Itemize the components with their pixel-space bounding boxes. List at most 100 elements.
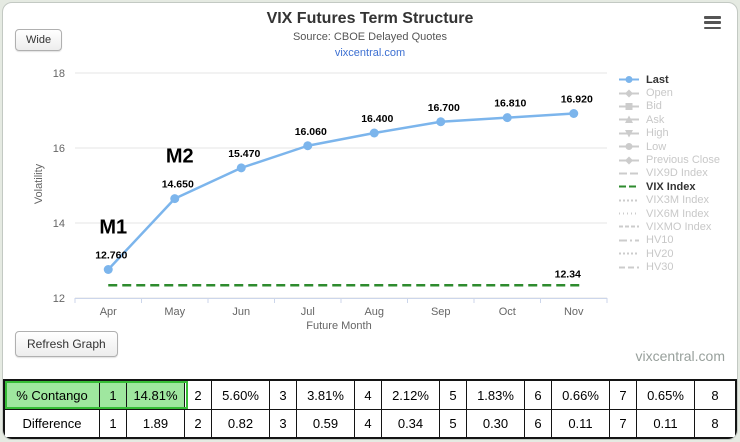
- legend-item-bid[interactable]: Bid: [619, 100, 737, 113]
- legend-label: HV10: [646, 234, 674, 247]
- vixmo-index-series-icon: [619, 225, 639, 228]
- table-cell: 8: [695, 410, 735, 437]
- data-point-oct[interactable]: [502, 113, 512, 123]
- chart-title: VIX Futures Term Structure: [266, 10, 474, 27]
- legend-label: VIXMO Index: [646, 220, 712, 233]
- y-tick-label: 12: [53, 293, 65, 305]
- table-row-label: Difference: [5, 410, 100, 437]
- legend-item-vix-index[interactable]: VIX Index: [619, 180, 737, 193]
- table-cell: 8: [695, 381, 735, 409]
- legend-label: VIX6M Index: [646, 207, 709, 220]
- data-point-may[interactable]: [170, 194, 180, 204]
- table-row-contango: % Contango 1 14.81% 2 5.60% 3 3.81% 4 2.12% 5 1.83…: [5, 381, 735, 409]
- table-cell: 0.34: [382, 410, 440, 437]
- data-label: 15.470: [228, 148, 260, 160]
- table-cell: 5: [440, 410, 467, 437]
- table-cell: 1.83%: [467, 381, 525, 409]
- table-cell: 2: [185, 381, 212, 409]
- data-label: 16.060: [295, 126, 327, 138]
- legend-label: VIX9D Index: [646, 167, 708, 180]
- ask-series-icon: [619, 115, 639, 124]
- table-cell: 2.12%: [382, 381, 440, 409]
- table-cell: 1: [100, 381, 127, 409]
- x-tick-label: Jun: [232, 306, 250, 318]
- legend-label: Open: [646, 87, 673, 100]
- legend-item-vix3m-index[interactable]: VIX3M Index: [619, 194, 737, 207]
- data-label: 16.400: [361, 113, 393, 125]
- data-point-sep[interactable]: [436, 117, 446, 127]
- legend-item-hv30[interactable]: HV30: [619, 260, 737, 273]
- x-tick-label: Oct: [499, 306, 516, 318]
- x-tick-label: Nov: [564, 306, 584, 318]
- hamburger-menu-icon[interactable]: [704, 16, 721, 29]
- data-point-aug[interactable]: [369, 128, 379, 138]
- legend-label: VIX3M Index: [646, 194, 709, 207]
- watermark-text: vixcentral.com: [635, 348, 725, 364]
- annotation-m1: M1: [99, 217, 127, 239]
- data-point-nov[interactable]: [569, 109, 579, 118]
- legend-item-open[interactable]: Open: [619, 86, 737, 100]
- chart-subtitle: Source: CBOE Delayed Quotes: [292, 31, 448, 43]
- table-cell: 6: [525, 410, 552, 437]
- data-point-apr[interactable]: [103, 265, 113, 274]
- bid-series-icon: [619, 102, 639, 110]
- table-cell: 7: [610, 381, 637, 409]
- legend-item-vix9d-index[interactable]: VIX9D Index: [619, 167, 737, 180]
- hamburger-bar: [704, 21, 721, 24]
- y-tick-label: 14: [53, 218, 65, 230]
- x-tick-label: Sep: [431, 306, 451, 318]
- table-cell: 0.11: [552, 410, 610, 437]
- table-row-difference: Difference 1 1.89 2 0.82 3 0.59 4 0.34 5 0.30 6 0.11…: [5, 409, 735, 437]
- legend-label: Bid: [646, 100, 662, 113]
- x-axis-title: Future Month: [306, 320, 372, 332]
- legend-label: Ask: [646, 113, 665, 126]
- previous-close-series-icon: [619, 156, 639, 165]
- data-point-jul[interactable]: [303, 141, 313, 151]
- x-tick-label: Aug: [364, 306, 384, 318]
- legend-item-high[interactable]: High: [619, 127, 737, 140]
- data-label: 16.700: [428, 102, 460, 114]
- table-cell: 6: [525, 381, 552, 409]
- hamburger-bar: [704, 26, 721, 29]
- legend-label: HV20: [646, 247, 674, 260]
- last-series-line[interactable]: [107, 112, 574, 271]
- table-cell: 1: [100, 410, 127, 437]
- legend-item-last[interactable]: Last: [619, 73, 737, 86]
- table-cell: 0.59: [297, 410, 355, 437]
- legend-item-vixmo-index[interactable]: VIXMO Index: [619, 220, 737, 233]
- y-axis-title: Volatility: [33, 163, 45, 205]
- vixcentral-link[interactable]: vixcentral.com: [334, 47, 406, 59]
- table-cell: 3: [270, 410, 297, 437]
- refresh-graph-button[interactable]: Refresh Graph: [15, 331, 118, 357]
- legend-label: VIX Index: [646, 180, 696, 193]
- legend-item-low[interactable]: Low: [619, 140, 737, 153]
- legend-item-hv20[interactable]: HV20: [619, 247, 737, 260]
- table-cell: 14.81%: [127, 381, 185, 409]
- hv20-series-icon: [619, 252, 639, 255]
- low-series-icon: [619, 143, 639, 151]
- table-row-label: % Contango: [5, 381, 100, 409]
- legend-item-vix6m-index[interactable]: VIX6M Index: [619, 207, 737, 220]
- legend-item-previous-close[interactable]: Previous Close: [619, 153, 737, 166]
- legend-item-ask[interactable]: Ask: [619, 113, 737, 126]
- wide-button[interactable]: Wide: [15, 29, 63, 51]
- table-cell: 5: [440, 381, 467, 409]
- legend-item-hv10[interactable]: HV10: [619, 234, 737, 247]
- last-series-icon: [619, 76, 639, 84]
- table-cell: 0.66%: [552, 381, 610, 409]
- y-tick-label: 16: [53, 143, 65, 155]
- table-cell: 0.82: [212, 410, 270, 437]
- vix-index-series-icon: [619, 185, 639, 188]
- table-cell: 0.65%: [637, 381, 695, 409]
- chart-plot-area: 12 14 16 18 Apr May Jun Jul Aug Sep Oct Nov 12.34 12.…: [53, 68, 608, 318]
- data-label: 12.760: [95, 250, 127, 262]
- table-cell: 4: [355, 410, 382, 437]
- data-point-jun[interactable]: [236, 163, 246, 173]
- legend-label: High: [646, 127, 669, 140]
- hv30-series-icon: [619, 266, 639, 269]
- vix9d-index-series-icon: [619, 172, 639, 175]
- table-cell: 3.81%: [297, 381, 355, 409]
- table-cell: 5.60%: [212, 381, 270, 409]
